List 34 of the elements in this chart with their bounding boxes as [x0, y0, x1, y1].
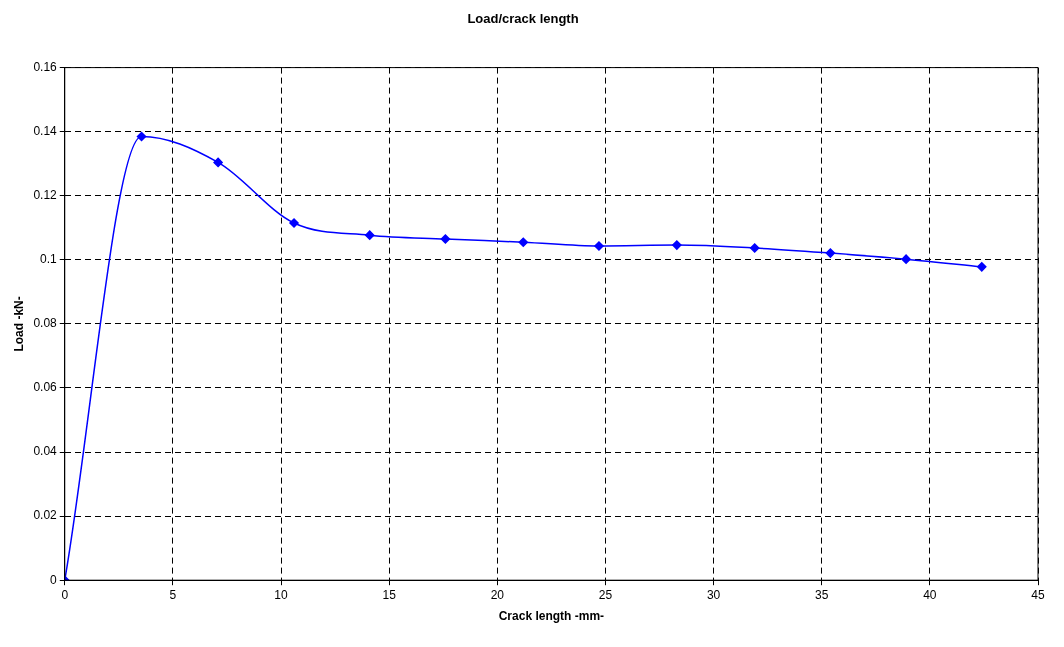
point: [901, 254, 911, 264]
x-tick-label: 15: [382, 587, 397, 602]
point: [977, 262, 987, 272]
point: [594, 241, 604, 251]
point: [289, 218, 299, 228]
x-axis-title: Crack length -mm-: [498, 609, 605, 624]
point: [518, 237, 529, 247]
y-tick-label: 0.08: [33, 316, 58, 331]
y-tick-label: 0: [50, 572, 58, 587]
y-tick-label: 0.16: [33, 59, 58, 74]
point: [825, 248, 836, 258]
y-axis-title: Load -kN-: [11, 296, 26, 352]
point: [672, 240, 682, 250]
x-tick-label: 20: [490, 587, 505, 602]
y-tick-label: 0.1: [40, 252, 58, 267]
x-tick-label: 35: [815, 587, 829, 602]
y-tick-label: 0.04: [33, 444, 58, 459]
x-tick-label: 45: [1031, 587, 1045, 602]
x-tick-label: 30: [706, 587, 721, 602]
x-tick-label: 10: [274, 587, 289, 602]
point: [136, 131, 147, 142]
chart-title: Load/crack length: [467, 11, 579, 27]
x-tick-label: 0: [61, 587, 69, 602]
y-tick-label: 0.14: [33, 123, 58, 138]
y-tick-label: 0.02: [33, 508, 58, 523]
point: [749, 243, 760, 253]
x-tick-label: 40: [923, 587, 937, 602]
point: [440, 234, 451, 244]
x-tick-label: 25: [598, 587, 613, 602]
y-tick-label: 0.06: [33, 380, 58, 395]
point: [213, 157, 223, 168]
x-tick-label: 5: [169, 587, 177, 602]
y-tick-label: 0.12: [33, 188, 58, 203]
point: [364, 230, 375, 240]
